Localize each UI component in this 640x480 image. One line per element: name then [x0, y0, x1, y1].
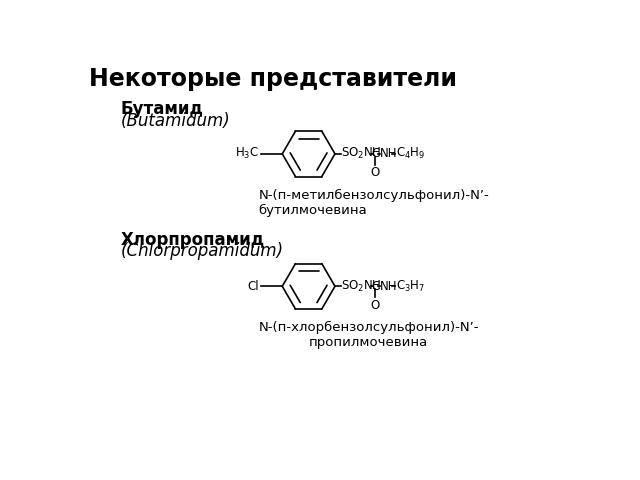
Text: NH: NH [380, 280, 397, 293]
Text: Некоторые представители: Некоторые представители [90, 67, 458, 91]
Text: Бутамид: Бутамид [120, 100, 203, 118]
Text: O: O [371, 299, 380, 312]
Text: Cl: Cl [248, 280, 259, 293]
Text: C$_4$H$_9$: C$_4$H$_9$ [396, 146, 426, 161]
Text: C: C [371, 147, 380, 160]
Text: H$_3$C: H$_3$C [235, 146, 259, 161]
Text: (Chlorpropamidum): (Chlorpropamidum) [120, 242, 284, 261]
Text: C$_3$H$_7$: C$_3$H$_7$ [396, 279, 426, 294]
Text: Хлорпропамид: Хлорпропамид [120, 231, 264, 249]
Text: C: C [371, 280, 380, 293]
Text: O: O [371, 166, 380, 179]
Text: NH: NH [380, 147, 397, 160]
Text: N-(п-метилбензолсульфонил)-N’-
бутилмочевина: N-(п-метилбензолсульфонил)-N’- бутилмоче… [259, 189, 489, 216]
Text: SO$_2$NH: SO$_2$NH [341, 146, 381, 161]
Text: (Butamidum): (Butamidum) [120, 111, 230, 130]
Text: SO$_2$NH: SO$_2$NH [341, 279, 381, 294]
Text: N-(п-хлорбензолсульфонил)-N’-
пропилмочевина: N-(п-хлорбензолсульфонил)-N’- пропилмоче… [259, 321, 479, 349]
